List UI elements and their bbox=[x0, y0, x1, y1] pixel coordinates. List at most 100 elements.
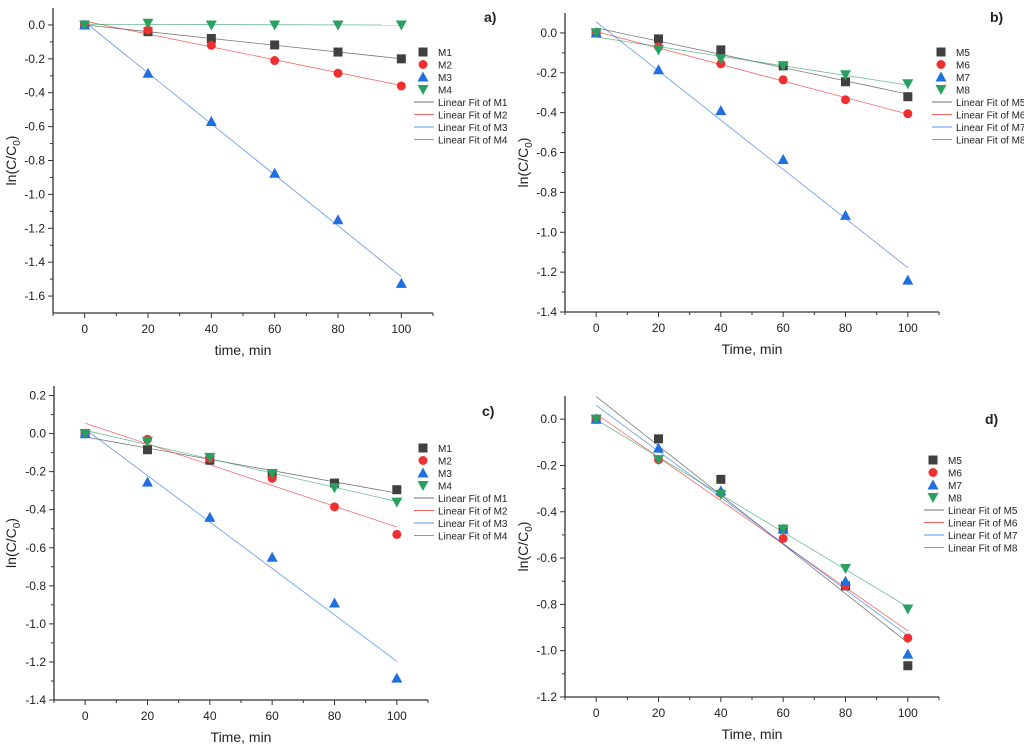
legend-label: M1 bbox=[438, 48, 452, 59]
point-M2 bbox=[396, 81, 406, 91]
point-M1 bbox=[206, 34, 216, 43]
point-M3 bbox=[204, 511, 216, 522]
point-M2 bbox=[392, 529, 402, 539]
y-tick-label: 0.0 bbox=[540, 26, 557, 40]
point-M7 bbox=[902, 274, 914, 285]
legend-marker-M4 bbox=[417, 85, 429, 95]
subscript: 0 bbox=[524, 526, 535, 532]
point-M4 bbox=[79, 20, 91, 31]
y-tick-label: -0.6 bbox=[536, 146, 557, 160]
y-axis-label: ln(C/C0) bbox=[515, 522, 535, 572]
y-tick-label: -0.4 bbox=[25, 503, 46, 517]
point-M2 bbox=[143, 25, 153, 35]
fit-line-M1 bbox=[84, 24, 402, 60]
y-tick-label: 0.2 bbox=[29, 389, 46, 403]
point-M8 bbox=[715, 54, 727, 65]
point-M1 bbox=[270, 40, 280, 50]
legend-label: M6 bbox=[956, 61, 970, 72]
legend-label: M4 bbox=[438, 86, 452, 97]
point-M7 bbox=[777, 154, 789, 165]
point-M8 bbox=[777, 61, 789, 72]
point-M8 bbox=[653, 455, 664, 466]
point-M6 bbox=[778, 75, 788, 85]
point-M8 bbox=[840, 70, 851, 81]
point-M3 bbox=[142, 476, 153, 487]
point-M6 bbox=[778, 533, 788, 543]
legend-label: M4 bbox=[438, 482, 452, 493]
point-M5 bbox=[903, 661, 913, 671]
x-axis-label: Time, min bbox=[211, 729, 272, 745]
legend-label: Linear Fit of M5 bbox=[948, 506, 1018, 517]
point-M3 bbox=[266, 551, 278, 562]
point-M5 bbox=[903, 92, 913, 102]
point-M8 bbox=[590, 414, 602, 425]
y-tick-label: -1.0 bbox=[24, 187, 45, 201]
point-M3 bbox=[332, 214, 344, 225]
point-M1 bbox=[333, 47, 343, 57]
x-tick-label: 0 bbox=[593, 321, 600, 335]
legend-label: Linear Fit of M8 bbox=[956, 136, 1024, 147]
x-tick-label: 40 bbox=[205, 322, 219, 336]
x-tick-label: 60 bbox=[265, 709, 279, 723]
y-tick-label: -0.8 bbox=[536, 597, 557, 611]
x-tick-label: 100 bbox=[898, 706, 918, 720]
legend-label: M5 bbox=[948, 456, 962, 467]
y-tick-label: -0.4 bbox=[24, 86, 45, 100]
legend-marker-M3 bbox=[417, 467, 429, 478]
legend-marker-M8 bbox=[927, 493, 939, 503]
point-M3 bbox=[269, 167, 281, 178]
point-M2 bbox=[330, 502, 339, 512]
point-M7 bbox=[902, 648, 914, 659]
x-tick-label: 20 bbox=[141, 709, 155, 723]
fit-line-M8 bbox=[595, 419, 909, 608]
x-tick-label: 80 bbox=[839, 321, 853, 335]
legend-label: Linear Fit of M6 bbox=[956, 111, 1024, 122]
x-tick-label: 20 bbox=[652, 321, 666, 335]
y-tick-label: -0.6 bbox=[536, 551, 557, 565]
point-M3 bbox=[329, 597, 340, 608]
legend-label: Linear Fit of M2 bbox=[438, 507, 508, 518]
legend-marker-M5 bbox=[928, 455, 938, 465]
legend-label: Linear Fit of M7 bbox=[948, 531, 1018, 542]
x-axis-label: Time, min bbox=[722, 341, 783, 357]
point-M7 bbox=[715, 105, 727, 116]
x-tick-label: 0 bbox=[82, 709, 89, 723]
x-tick-label: 40 bbox=[714, 706, 728, 720]
x-tick-label: 100 bbox=[391, 322, 411, 336]
legend-marker-M2 bbox=[418, 60, 428, 69]
panel-label: d) bbox=[985, 411, 998, 427]
x-tick-label: 80 bbox=[331, 322, 345, 336]
point-M1 bbox=[330, 478, 339, 488]
legend-label: M2 bbox=[438, 457, 452, 468]
point-M4 bbox=[269, 20, 281, 31]
legend-marker-M7 bbox=[935, 71, 947, 82]
point-M8 bbox=[715, 489, 727, 500]
y-tick-label: -1.0 bbox=[536, 644, 557, 658]
point-M8 bbox=[590, 28, 602, 39]
point-M2 bbox=[270, 56, 280, 66]
x-tick-label: 20 bbox=[141, 322, 155, 336]
y-axis-label: ln(C/C0) bbox=[3, 136, 23, 186]
y-tick-label: -0.4 bbox=[536, 106, 557, 120]
panel-c: 0 20 40 60 80 100 0.2 0.0 -0.2 -0.4 -0.6 -0.8 -1.0 -1… bbox=[3, 386, 508, 745]
point-M4 bbox=[332, 20, 344, 31]
point-M4 bbox=[205, 20, 217, 31]
y-tick-label: -1.2 bbox=[25, 655, 46, 669]
legend-label: Linear Fit of M1 bbox=[438, 98, 508, 109]
point-M1 bbox=[396, 54, 406, 64]
fit-line-M4 bbox=[84, 23, 402, 26]
y-tick-label: -1.2 bbox=[536, 690, 557, 704]
fit-line-M2 bbox=[85, 422, 397, 528]
y-axis-label: ln(C/C0) bbox=[3, 518, 23, 568]
y-tick-label: -0.8 bbox=[536, 185, 557, 199]
legend-marker-M3 bbox=[417, 71, 429, 82]
legend-label: Linear Fit of M3 bbox=[438, 519, 508, 530]
point-M8 bbox=[653, 45, 664, 56]
y-axis-label: ln(C/C0) bbox=[515, 138, 535, 188]
fit-line-M4 bbox=[85, 429, 397, 502]
point-M7 bbox=[653, 442, 664, 453]
legend-label: M7 bbox=[948, 481, 962, 492]
point-M3 bbox=[395, 277, 407, 288]
point-M8 bbox=[777, 524, 789, 535]
